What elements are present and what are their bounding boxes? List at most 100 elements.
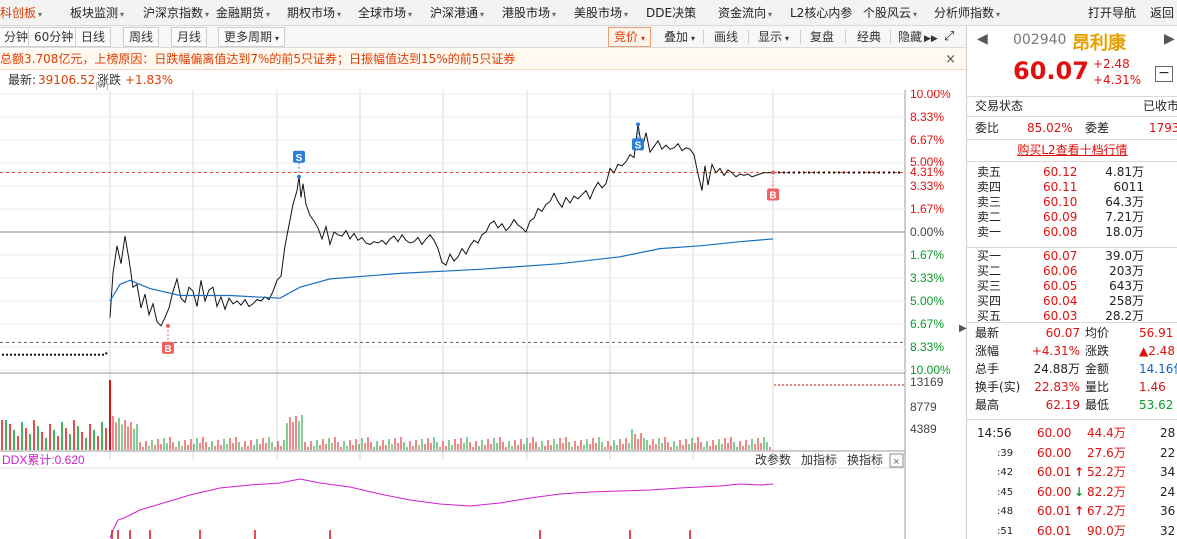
nav-item-4[interactable]: 期权市场 ▾: [287, 0, 341, 26]
stats-row: 换手(实) 22.83% 量比 1.46: [967, 379, 1177, 396]
period-week-button[interactable]: 周线: [123, 27, 160, 47]
nav-item-label: 期权市场: [287, 6, 336, 20]
stat-label: 量比: [1085, 380, 1110, 394]
nav-item-label: 返回: [1150, 6, 1175, 20]
tick-count: 36: [1160, 504, 1176, 518]
ddx-button-1[interactable]: 加指标: [801, 452, 837, 467]
nav-item-10[interactable]: 资金流向 ▾: [718, 0, 772, 26]
draw-line-button[interactable]: 画线: [714, 30, 739, 44]
level-price: 60.06: [1043, 264, 1078, 278]
nav-item-9[interactable]: DDE决策: [646, 0, 696, 26]
auction-dropdown[interactable]: 竞价 ▾: [608, 27, 652, 47]
stat-value: 14.16亿: [1139, 362, 1177, 376]
prev-stock-icon[interactable]: ◀: [977, 31, 988, 47]
ddx-close-icon[interactable]: [889, 453, 904, 468]
stock-code: 002940: [1013, 32, 1067, 48]
display-dropdown[interactable]: 显示 ▾: [758, 27, 789, 47]
next-stock-icon[interactable]: ▶: [1164, 31, 1175, 47]
orderbook-row[interactable]: 买一 60.07 39.0万: [967, 249, 1177, 264]
chevron-down-icon: ▾: [641, 34, 646, 43]
nav-item-1[interactable]: 板块监测 ▾: [70, 0, 124, 26]
tick-volume: 67.2万: [1087, 504, 1126, 518]
period-month-button[interactable]: 月线: [171, 27, 208, 47]
ddx-close-glyph: ×: [893, 456, 899, 468]
orderbook-row[interactable]: 买四 60.04 258万: [967, 294, 1177, 309]
price-axis-label: 8.33%: [910, 110, 944, 124]
toolbar-divider: [890, 30, 891, 44]
replay-button[interactable]: 复盘: [810, 30, 835, 44]
collapse-icon[interactable]: −: [1155, 66, 1173, 82]
trade-marker-badge: [632, 138, 644, 151]
auction-label: 竞价: [614, 30, 639, 44]
tick-volume: 27.6万: [1087, 445, 1126, 460]
change-label: 涨跌: [97, 73, 122, 87]
price-axis-label: 3.33%: [910, 271, 944, 285]
stat-label: 换手(实): [975, 380, 1021, 394]
close-icon[interactable]: ×: [945, 52, 956, 67]
chevron-down-icon: ▾: [205, 10, 210, 19]
stat-value: 1.46: [1139, 380, 1166, 394]
hide-button[interactable]: 隐藏 ▶▶: [898, 27, 938, 47]
divider: [967, 247, 1177, 248]
l2-link-row: 购买L2查看十档行情: [967, 142, 1177, 159]
orderbook-row[interactable]: 卖四 60.11 6011: [967, 180, 1177, 195]
hide-label: 隐藏: [898, 30, 923, 44]
intraday-chart: 10.00% 8.33% 6.67% 5.00% 4.31% 3.33% 1.67% 0.00…: [0, 90, 966, 539]
nav-item-6[interactable]: 沪深港通 ▾: [430, 0, 484, 26]
tick-volume: 82.2万: [1087, 484, 1126, 499]
trade-status-label: 交易状态: [975, 99, 1024, 113]
tick-row: :39 60.00 27.6万 22: [967, 445, 1177, 462]
level-label: 卖一: [977, 225, 1002, 239]
orderbook-row[interactable]: 卖五 60.12 4.81万: [967, 165, 1177, 180]
weibi-row: 委比 85.02% 委差 1793: [967, 120, 1177, 137]
chevron-down-icon: ▾: [785, 34, 790, 43]
nav-item-13[interactable]: 分析师指数 ▾: [934, 0, 1000, 26]
orderbook-row[interactable]: 买二 60.06 203万: [967, 264, 1177, 279]
tick-row: :51 60.01 90.0万 32: [967, 523, 1177, 539]
nav-item-2[interactable]: 沪深京指数 ▾: [143, 0, 209, 26]
quote-panel: ◀ 002940 昂利康 ▶ 60.07 +2.48 +4.31% − 交易状态…: [959, 26, 1177, 539]
nav-item-label: 分析师指数: [934, 6, 995, 20]
period-60min-button[interactable]: 60分钟: [28, 27, 80, 47]
info-text: 总额3.708亿元，上榜原因：日跌幅偏离值达到7%的前5只证券；日振幅值达到15…: [0, 52, 516, 66]
stats-row: 最高 62.19 最低 53.62: [967, 397, 1177, 414]
stat-value: 56.91: [1139, 326, 1174, 340]
orderbook-row[interactable]: 买五 60.03 28.2万: [967, 309, 1177, 324]
nav-item-11[interactable]: L2核心内参: [790, 0, 852, 26]
level-price: 60.10: [1043, 195, 1078, 209]
nav-item-3[interactable]: 金融期货 ▾: [216, 0, 270, 26]
nav-item-8[interactable]: 美股市场 ▾: [574, 0, 628, 26]
nav-item-12[interactable]: 个股风云 ▾: [863, 0, 917, 26]
level-volume: 258万: [1109, 294, 1144, 308]
nav-item-7[interactable]: 港股市场 ▾: [502, 0, 556, 26]
trade-status-value: 已收市: [1143, 99, 1177, 113]
more-periods-dropdown[interactable]: 更多周期 ▾: [218, 27, 286, 47]
panel-toggle-icon[interactable]: ▶: [959, 323, 967, 334]
period-day-button[interactable]: 日线: [75, 27, 112, 47]
level-volume: 643万: [1109, 279, 1144, 293]
price-axis-label: 1.67%: [910, 202, 944, 216]
level-label: 卖四: [977, 180, 1002, 194]
orderbook-row[interactable]: 卖二 60.09 7.21万: [967, 210, 1177, 225]
ddx-button-0[interactable]: 改参数: [755, 452, 791, 467]
overlay-dropdown[interactable]: 叠加 ▾: [664, 27, 695, 47]
ddx-button-2[interactable]: 换指标: [847, 452, 883, 467]
chevron-down-icon: ▾: [768, 10, 773, 19]
price-axis-label: 8.33%: [910, 340, 944, 354]
tick-volume: 44.4万: [1087, 426, 1126, 440]
chart-background: [0, 90, 905, 539]
nav-item-label: 打开导航: [1088, 6, 1137, 20]
fullscreen-icon[interactable]: ⤢: [944, 29, 955, 44]
trade-marker-badge: [162, 341, 174, 354]
classic-button[interactable]: 经典: [857, 30, 882, 44]
nav-item-5[interactable]: 全球市场 ▾: [358, 0, 412, 26]
nav-item-15[interactable]: 返回: [1150, 0, 1174, 26]
nav-item-0[interactable]: 科创板 ▾: [0, 0, 42, 26]
chevron-down-icon: ▾: [120, 10, 125, 19]
orderbook-row[interactable]: 买三 60.05 643万: [967, 279, 1177, 294]
buy-l2-link[interactable]: 购买L2查看十档行情: [1017, 143, 1128, 157]
price-axis-label: 6.67%: [910, 133, 944, 147]
orderbook-row[interactable]: 卖一 60.08 18.0万: [967, 225, 1177, 240]
orderbook-row[interactable]: 卖三 60.10 64.3万: [967, 195, 1177, 210]
nav-item-14[interactable]: 打开导航: [1088, 0, 1136, 26]
